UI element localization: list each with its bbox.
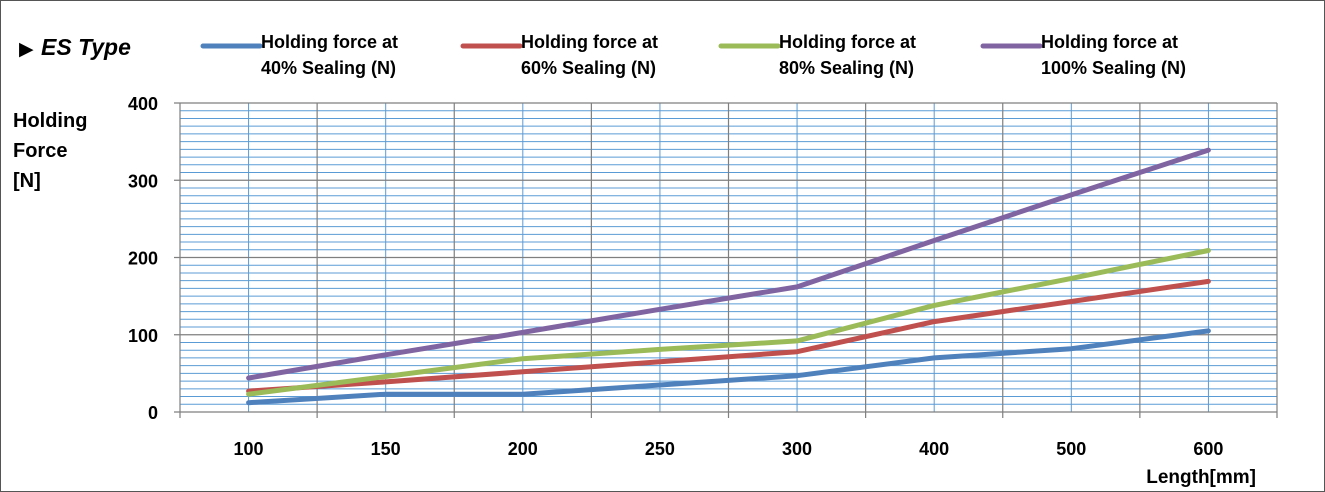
- y-axis-label-line: Force: [13, 140, 67, 162]
- x-tick-label: 300: [782, 439, 812, 459]
- y-tick-label: 300: [128, 171, 158, 191]
- y-tick-label: 100: [128, 326, 158, 346]
- x-tick-label: 200: [508, 439, 538, 459]
- x-tick-label: 250: [645, 439, 675, 459]
- y-axis-label-line: Holding: [13, 110, 87, 132]
- x-tick-label: 500: [1056, 439, 1086, 459]
- y-axis-label-line: [N]: [13, 170, 41, 192]
- legend-label-line1: Holding force at: [779, 32, 916, 52]
- series-line-1: [246, 328, 1211, 406]
- chart-title: ES Type: [41, 34, 131, 60]
- series-line-4: [246, 147, 1211, 381]
- x-axis-label: Length[mm]: [1146, 467, 1256, 488]
- x-tick-label: 400: [919, 439, 949, 459]
- legend-label-line2: 60% Sealing (N): [521, 58, 656, 78]
- y-tick-label: 400: [128, 94, 158, 114]
- legend-label-line1: Holding force at: [261, 32, 398, 52]
- x-tick-label: 600: [1193, 439, 1223, 459]
- y-tick-label: 0: [148, 403, 158, 423]
- legend-label-line1: Holding force at: [1041, 32, 1178, 52]
- series-line-2: [246, 278, 1211, 394]
- title-marker-icon: ▶: [19, 39, 34, 60]
- series-line-3: [246, 248, 1211, 397]
- x-tick-label: 100: [234, 439, 264, 459]
- x-tick-label: 150: [371, 439, 401, 459]
- legend-label-line2: 100% Sealing (N): [1041, 58, 1186, 78]
- legend-label-line1: Holding force at: [521, 32, 658, 52]
- legend-label-line2: 40% Sealing (N): [261, 58, 396, 78]
- legend-label-line2: 80% Sealing (N): [779, 58, 914, 78]
- y-tick-label: 200: [128, 249, 158, 269]
